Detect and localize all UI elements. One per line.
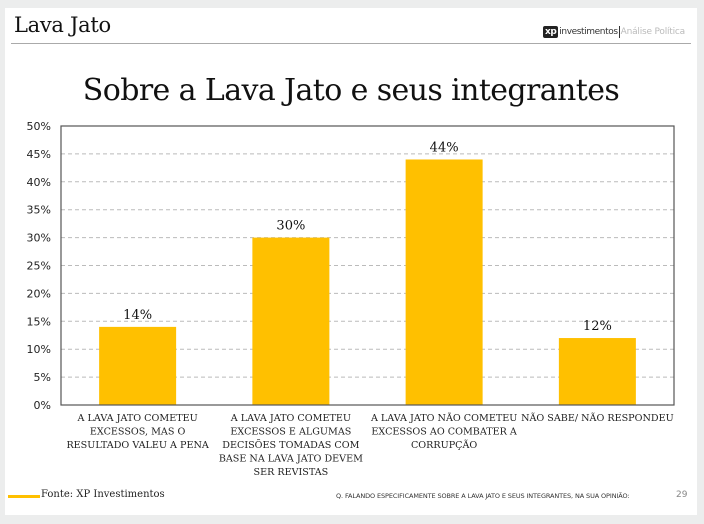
x-category-label: A LAVA JATO COMETEU — [77, 413, 198, 424]
data-label: 14% — [123, 308, 152, 323]
x-category-label: RESULTADO VALEU A PENA — [66, 440, 209, 451]
y-tick-label: 35% — [27, 204, 51, 217]
y-tick-label: 45% — [27, 148, 51, 161]
bar — [558, 338, 636, 405]
x-category-label: EXCESSOS AO COMBATER A — [371, 427, 517, 438]
y-tick-label: 50% — [27, 120, 51, 133]
x-category-label: CORRUPÇÃO — [411, 439, 477, 451]
x-category-label: A LAVA JATO COMETEU — [230, 413, 351, 424]
x-category-label: DECISÕES TOMADAS COM — [222, 439, 359, 451]
y-tick-label: 25% — [27, 260, 51, 273]
x-category-label: EXCESSOS E ALGUMAS — [230, 427, 351, 438]
y-tick-label: 40% — [27, 176, 51, 189]
bar — [405, 159, 483, 405]
x-category-label: A LAVA JATO NÃO COMETEU — [370, 412, 517, 424]
x-category-label: NÃO SABE/ NÃO RESPONDEU — [521, 412, 674, 424]
chart-title: Sobre a Lava Jato e seus integrantes — [82, 73, 620, 108]
y-tick-label: 10% — [27, 343, 51, 356]
data-label: 44% — [430, 140, 459, 155]
y-tick-label: 30% — [27, 232, 51, 245]
footer-accent-line — [8, 495, 40, 498]
y-tick-label: 0% — [34, 399, 51, 412]
slide-title: Lava Jato — [14, 13, 111, 37]
page-number: 29 — [676, 490, 688, 500]
x-category-label: EXCESSOS, MAS O — [90, 427, 186, 438]
x-category-label: BASE NA LAVA JATO DEVEM — [219, 454, 363, 465]
slide-card: Lava Jato xp investimentos Análise Polít… — [5, 8, 697, 515]
plot-frame — [60, 125, 675, 406]
title-divider — [11, 43, 691, 44]
brand-section: Análise Política — [620, 27, 686, 37]
data-label: 30% — [276, 219, 305, 234]
brand-logo: xp investimentos Análise Política — [543, 26, 685, 38]
x-category-label: SER REVISTAS — [254, 467, 329, 478]
brand-name: investimentos — [559, 27, 618, 37]
y-tick-label: 20% — [27, 287, 51, 300]
footer-source: Fonte: XP Investimentos — [41, 489, 165, 500]
footer-question: Q. FALANDO ESPECIFICAMENTE SOBRE A LAVA … — [336, 492, 630, 500]
bar — [99, 326, 177, 405]
brand-separator — [618, 26, 620, 38]
y-tick-label: 5% — [34, 371, 51, 384]
y-tick-label: 15% — [27, 315, 51, 328]
bar — [252, 237, 330, 405]
xp-logo-icon: xp — [543, 26, 559, 38]
data-label: 12% — [583, 319, 612, 334]
